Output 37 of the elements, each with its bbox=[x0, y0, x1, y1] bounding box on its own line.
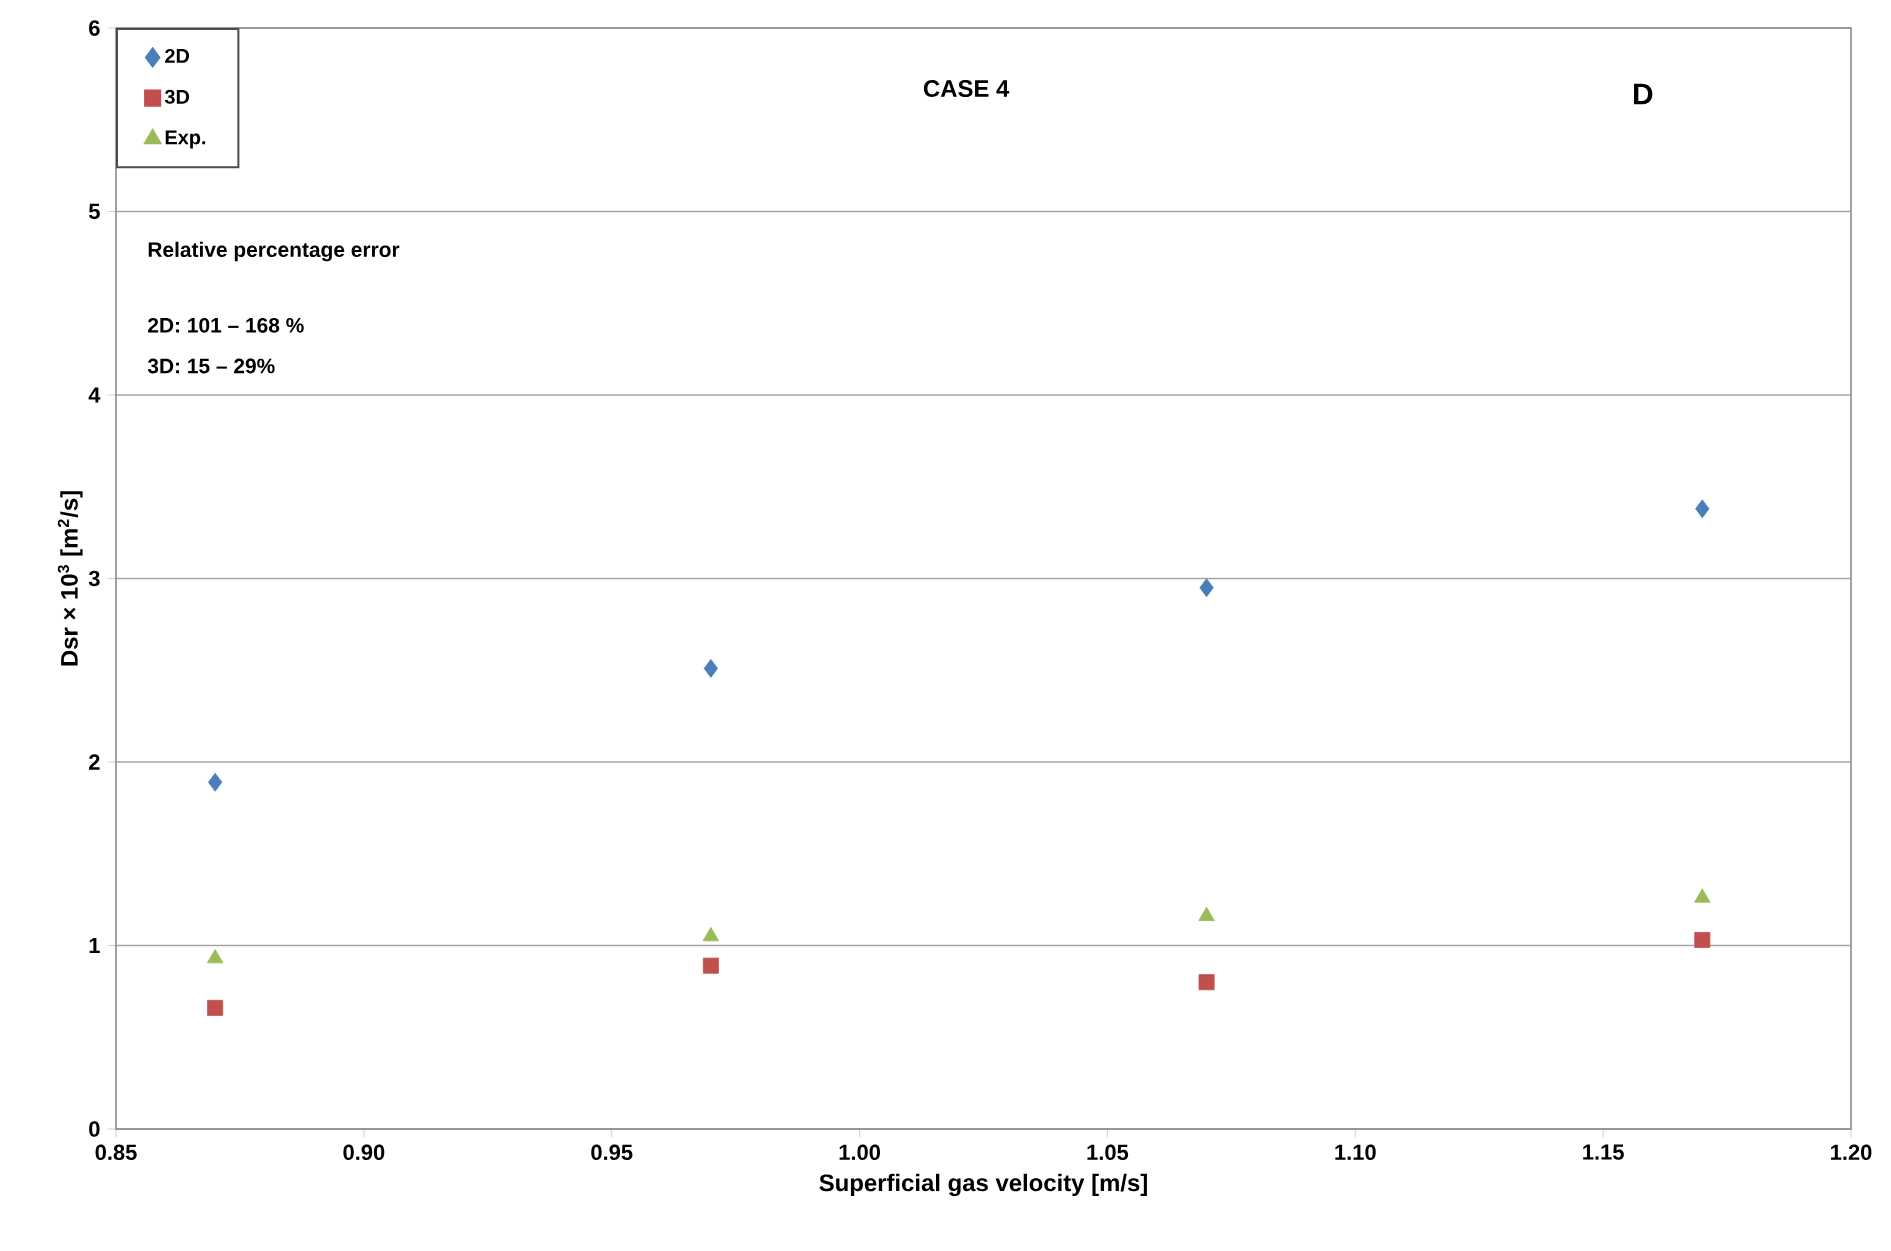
point bbox=[1694, 932, 1711, 948]
point bbox=[703, 659, 718, 678]
annotation: Relative percentage error bbox=[148, 241, 400, 262]
point bbox=[1695, 499, 1710, 519]
x-tick-label: 0.95 bbox=[591, 1144, 633, 1161]
y-tick-label: 5 bbox=[88, 203, 100, 220]
x-tick-label: 1.20 bbox=[1831, 1144, 1872, 1161]
legend-label: 3D bbox=[164, 89, 190, 104]
point bbox=[1198, 906, 1215, 922]
x-tick-label: 1.05 bbox=[1087, 1144, 1129, 1161]
point bbox=[208, 772, 223, 792]
y-tick-label: 2 bbox=[89, 754, 100, 770]
point bbox=[206, 948, 224, 964]
x-tick-label: 0.85 bbox=[95, 1144, 137, 1161]
x-tick-label: 0.90 bbox=[343, 1144, 385, 1161]
y-axis-title: Dsr × 10$^{3}$ [m$^{2}$/s] bbox=[57, 491, 83, 666]
point bbox=[702, 957, 719, 974]
x-tick-label: 1.15 bbox=[1583, 1144, 1624, 1160]
y-tick-label: 0 bbox=[89, 1121, 100, 1137]
x-tick-label: 1.00 bbox=[839, 1144, 880, 1161]
legend-label: 2D bbox=[165, 48, 190, 63]
point bbox=[1198, 974, 1215, 991]
point bbox=[1199, 578, 1214, 598]
annotation: D bbox=[1634, 83, 1653, 105]
x-axis-title: Superficial gas velocity [m/s] bbox=[819, 1173, 1147, 1197]
point bbox=[702, 926, 720, 942]
y-tick-label: 4 bbox=[88, 387, 101, 403]
annotation: 3D: 15 – 29% bbox=[147, 358, 275, 374]
point bbox=[207, 999, 224, 1016]
y-tick-label: 3 bbox=[88, 570, 100, 587]
legend-label: Exp. bbox=[165, 130, 206, 149]
annotation: 2D: 101 – 168 % bbox=[148, 317, 304, 333]
point bbox=[1694, 888, 1711, 903]
x-tick-label: 1.10 bbox=[1335, 1144, 1376, 1161]
y-tick-label: 6 bbox=[89, 20, 100, 36]
y-tick-label: 1 bbox=[89, 937, 100, 954]
text: CASE 4 bbox=[923, 80, 1010, 97]
